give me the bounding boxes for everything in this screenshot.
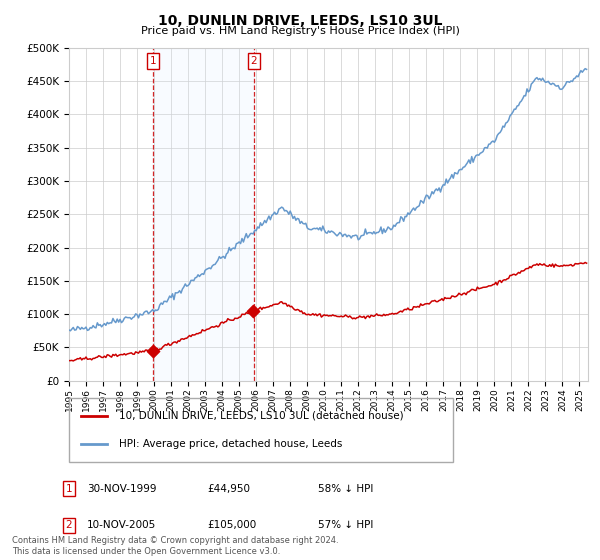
- Text: 30-NOV-1999: 30-NOV-1999: [87, 484, 157, 494]
- Text: 58% ↓ HPI: 58% ↓ HPI: [318, 484, 373, 494]
- Text: HPI: Average price, detached house, Leeds: HPI: Average price, detached house, Leed…: [119, 439, 342, 449]
- Text: Price paid vs. HM Land Registry's House Price Index (HPI): Price paid vs. HM Land Registry's House …: [140, 26, 460, 36]
- Text: 57% ↓ HPI: 57% ↓ HPI: [318, 520, 373, 530]
- Text: 10-NOV-2005: 10-NOV-2005: [87, 520, 156, 530]
- Text: 10, DUNLIN DRIVE, LEEDS, LS10 3UL: 10, DUNLIN DRIVE, LEEDS, LS10 3UL: [158, 14, 442, 28]
- Text: £105,000: £105,000: [207, 520, 256, 530]
- Text: 1: 1: [65, 484, 73, 494]
- Point: [148, 347, 157, 356]
- Text: 2: 2: [65, 520, 73, 530]
- Text: Contains HM Land Registry data © Crown copyright and database right 2024.
This d: Contains HM Land Registry data © Crown c…: [12, 536, 338, 556]
- Text: £44,950: £44,950: [207, 484, 250, 494]
- Text: 1: 1: [149, 56, 156, 66]
- Point: [248, 306, 258, 315]
- Bar: [153, 48, 254, 381]
- Text: 2: 2: [251, 56, 257, 66]
- Text: 10, DUNLIN DRIVE, LEEDS, LS10 3UL (detached house): 10, DUNLIN DRIVE, LEEDS, LS10 3UL (detac…: [119, 410, 404, 421]
